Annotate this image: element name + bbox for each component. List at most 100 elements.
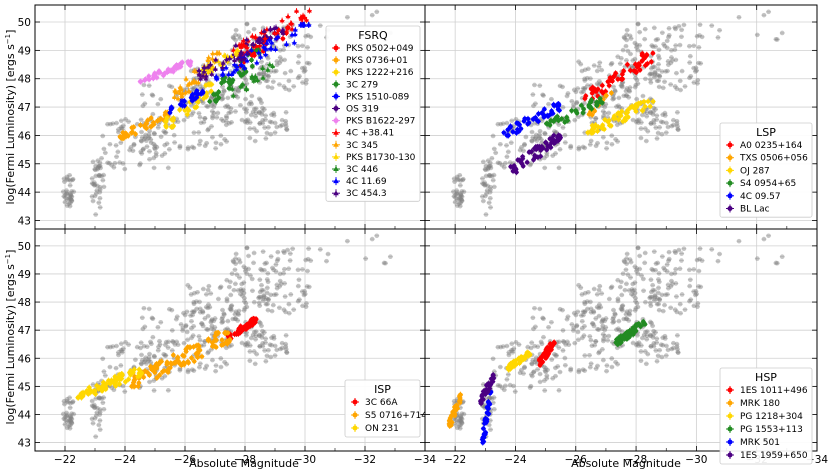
background-point [454, 191, 460, 197]
background-point [230, 34, 236, 40]
background-point [257, 121, 263, 126]
legend-marker [333, 81, 339, 87]
legend-marker [727, 180, 733, 186]
background-point [779, 30, 785, 36]
background-point [272, 130, 278, 135]
background-point [504, 120, 510, 126]
background-point [221, 89, 227, 94]
y-tick-label: 45 [18, 159, 31, 171]
background-point [458, 178, 463, 183]
background-point [521, 148, 526, 154]
background-point [638, 126, 644, 131]
background-point [480, 181, 485, 186]
background-point [225, 103, 230, 108]
data-point [531, 157, 536, 162]
background-point [204, 140, 209, 146]
background-point [96, 164, 101, 170]
background-point [681, 22, 687, 28]
background-point [560, 105, 566, 110]
background-point [237, 36, 243, 41]
background-point [267, 119, 273, 125]
background-point [257, 109, 262, 115]
background-point [256, 96, 262, 102]
background-point [491, 184, 497, 190]
background-point [591, 63, 597, 68]
background-point [709, 23, 715, 28]
data-point [258, 36, 264, 42]
data-point [524, 160, 530, 165]
data-point [650, 99, 656, 104]
data-point [254, 60, 260, 65]
background-point [623, 43, 629, 49]
background-point [126, 342, 131, 347]
data-point [203, 73, 209, 78]
background-point [166, 165, 171, 171]
data-point [581, 106, 586, 112]
background-point [150, 93, 156, 98]
data-point [161, 71, 167, 77]
background-point [200, 100, 206, 106]
background-point [489, 173, 495, 179]
data-point [301, 22, 307, 27]
background-point [670, 58, 675, 63]
data-point [201, 69, 207, 74]
background-point [244, 21, 250, 27]
background-point [460, 176, 466, 182]
background-point [64, 174, 70, 180]
background-point [755, 32, 760, 38]
background-point [233, 37, 238, 43]
background-point [250, 109, 256, 115]
background-point [202, 116, 208, 121]
background-point [452, 179, 457, 185]
background-point [616, 95, 622, 101]
background-point [486, 173, 492, 178]
y-tick-label: 48 [18, 297, 31, 309]
background-point [495, 121, 501, 127]
data-point [157, 117, 163, 122]
data-point [625, 108, 630, 113]
background-point [98, 165, 103, 171]
data-point [609, 90, 614, 96]
background-point [268, 131, 274, 137]
background-point [303, 34, 309, 39]
background-point [224, 113, 229, 119]
background-point [121, 123, 126, 128]
data-point [232, 61, 237, 67]
background-point [93, 212, 98, 217]
background-point [669, 48, 674, 53]
background-point [197, 337, 203, 343]
background-point [190, 110, 196, 115]
background-point [283, 118, 288, 124]
background-point [71, 189, 76, 195]
background-point [100, 177, 106, 183]
background-point [97, 205, 103, 210]
background-point [92, 193, 98, 199]
data-point [226, 71, 232, 77]
x-tick-label: −22 [54, 454, 76, 466]
background-point [205, 104, 211, 109]
background-point [147, 128, 152, 134]
data-point [261, 44, 267, 49]
background-point [487, 163, 492, 169]
background-point [277, 55, 283, 60]
data-point [178, 90, 183, 96]
background-point [114, 120, 119, 126]
data-point [254, 38, 260, 43]
background-point [668, 82, 673, 87]
background-point [661, 41, 666, 47]
data-point [601, 126, 607, 132]
background-point [119, 341, 124, 347]
background-point [249, 93, 255, 99]
background-point [557, 147, 563, 152]
data-point [203, 76, 209, 81]
background-point [108, 121, 113, 127]
background-point [506, 149, 511, 155]
background-point [99, 155, 104, 161]
data-point [222, 75, 227, 80]
data-point [625, 62, 630, 67]
background-point [235, 95, 240, 100]
background-point [190, 86, 195, 91]
data-point [573, 108, 579, 113]
background-point [210, 134, 215, 140]
data-point [520, 163, 526, 169]
